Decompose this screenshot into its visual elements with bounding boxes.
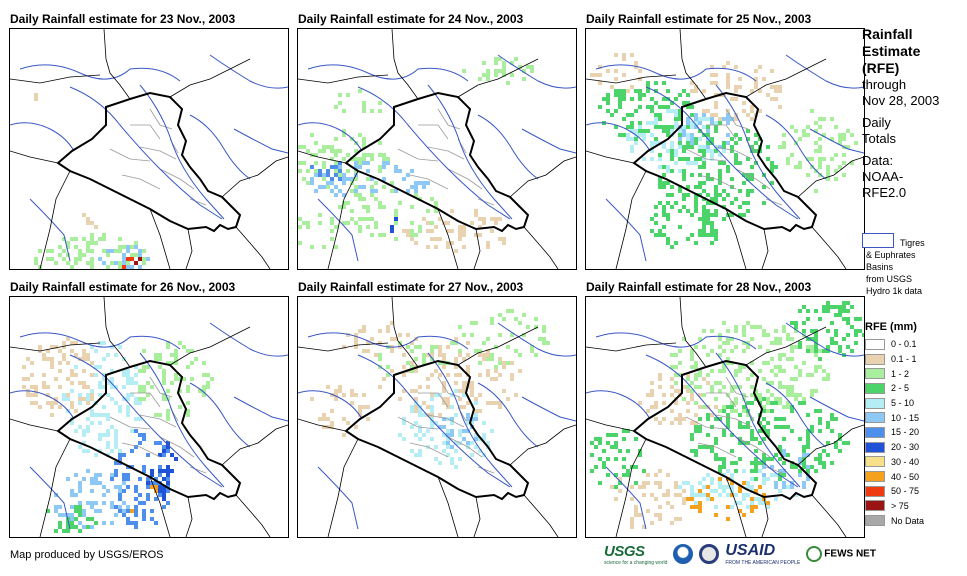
scale-label: 1 - 2 — [891, 368, 910, 379]
legend-data-label: Data: — [862, 153, 894, 168]
scale-swatch — [865, 412, 885, 424]
legend-through: through — [862, 77, 907, 92]
fewsnet-logo-icon — [806, 546, 823, 562]
rainfall-map-28 — [585, 296, 865, 538]
scale-swatch — [865, 456, 885, 468]
usaid-logo: USAID FROM THE AMERICAN PEOPLE — [725, 542, 800, 566]
scale-entry: No Data — [865, 513, 924, 528]
scale-label: 40 - 50 — [891, 471, 920, 482]
scale-label: 2 - 5 — [891, 383, 910, 394]
scale-label: 0 - 0.1 — [891, 339, 917, 350]
scale-swatch — [865, 500, 885, 512]
scale-entry: 15 - 20 — [865, 425, 924, 440]
scale-swatch — [865, 426, 885, 438]
scale-entry: 1 - 2 — [865, 366, 924, 381]
scale-entry: 5 - 10 — [865, 396, 924, 411]
map-credit: Map produced by USGS/EROS — [10, 549, 164, 561]
rainfall-map-26 — [9, 296, 289, 538]
basin-text-line: from USGS — [866, 274, 913, 284]
scale-label: 30 - 40 — [891, 456, 920, 467]
rainfall-map-23 — [9, 28, 289, 270]
scale-swatch — [865, 515, 885, 527]
seal-logo-icon — [699, 544, 720, 564]
scale-label: 15 - 20 — [891, 427, 920, 438]
panel-title-27: Daily Rainfall estimate for 27 Nov., 200… — [298, 280, 524, 294]
legend-source-2: RFE2.0 — [862, 185, 907, 200]
scale-entry: 30 - 40 — [865, 455, 924, 470]
rfe-scale-heading: RFE (mm) — [865, 321, 917, 333]
legend: Rainfall Estimate (RFE) through Nov 28, … — [862, 26, 962, 201]
scale-entry: 20 - 30 — [865, 440, 924, 455]
scale-swatch — [865, 471, 885, 483]
scale-swatch — [865, 353, 885, 365]
basin-legend-swatch — [862, 233, 894, 248]
legend-totals: Totals — [862, 131, 896, 146]
rainfall-map-24 — [297, 28, 577, 270]
panel-title-25: Daily Rainfall estimate for 25 Nov., 200… — [586, 12, 812, 26]
usgs-logo: USGS science for a changing world — [604, 543, 667, 566]
legend-title-3: (RFE) — [862, 60, 900, 76]
scale-swatch — [865, 382, 885, 394]
usgs-logo-text: USGS — [604, 542, 645, 560]
scale-entry: 40 - 50 — [865, 469, 924, 484]
basin-text-line: Basins — [866, 262, 894, 272]
fewsnet-logo-text: FEWS NET — [824, 548, 876, 560]
panel-title-24: Daily Rainfall estimate for 24 Nov., 200… — [298, 12, 524, 26]
legend-date: Nov 28, 2003 — [862, 93, 940, 108]
basin-text-line: & Euphrates — [866, 250, 916, 260]
scale-label: 5 - 10 — [891, 398, 915, 409]
scale-entry: 0.1 - 1 — [865, 352, 924, 367]
rfe-color-scale: 0 - 0.1 0.1 - 1 1 - 2 2 - 5 5 - 10 10 - 15 15 … — [865, 337, 924, 528]
scale-entry: 0 - 0.1 — [865, 337, 924, 352]
rainfall-map-25 — [585, 28, 865, 270]
scale-label: 0.1 - 1 — [891, 354, 917, 365]
noaa-logo-icon — [673, 544, 694, 564]
logo-bar: USGS science for a changing world USAID … — [604, 541, 876, 567]
scale-swatch — [865, 368, 885, 380]
scale-swatch — [865, 397, 885, 409]
scale-label: 10 - 15 — [891, 412, 920, 423]
scale-entry: 10 - 15 — [865, 410, 924, 425]
basin-legend-text: Tigres & Euphrates Basins from USGS Hydr… — [866, 237, 966, 297]
legend-title-1: Rainfall — [862, 26, 913, 42]
rainfall-map-27 — [297, 296, 577, 538]
panel-title-26: Daily Rainfall estimate for 26 Nov., 200… — [10, 280, 236, 294]
panel-title-23: Daily Rainfall estimate for 23 Nov., 200… — [10, 12, 236, 26]
scale-swatch — [865, 338, 885, 350]
basin-text-line: Hydro 1k data — [866, 286, 923, 296]
scale-label: 20 - 30 — [891, 442, 920, 453]
usaid-logo-tagline: FROM THE AMERICAN PEOPLE — [725, 560, 801, 566]
scale-label: 50 - 75 — [891, 486, 920, 497]
scale-label: > 75 — [891, 500, 909, 511]
usgs-logo-tagline: science for a changing world — [604, 559, 668, 566]
scale-label: No Data — [891, 515, 925, 526]
scale-entry: 2 - 5 — [865, 381, 924, 396]
scale-swatch — [865, 485, 885, 497]
legend-title-2: Estimate — [862, 43, 921, 59]
usaid-logo-text: USAID — [725, 542, 776, 559]
fewsnet-logo: FEWS NET — [806, 546, 876, 562]
basin-text-line: Tigres — [900, 238, 925, 248]
scale-entry: 50 - 75 — [865, 484, 924, 499]
legend-source-1: NOAA- — [862, 169, 904, 184]
legend-daily: Daily — [862, 115, 891, 130]
scale-swatch — [865, 441, 885, 453]
scale-entry: > 75 — [865, 499, 924, 514]
panel-title-28: Daily Rainfall estimate for 28 Nov., 200… — [586, 280, 812, 294]
